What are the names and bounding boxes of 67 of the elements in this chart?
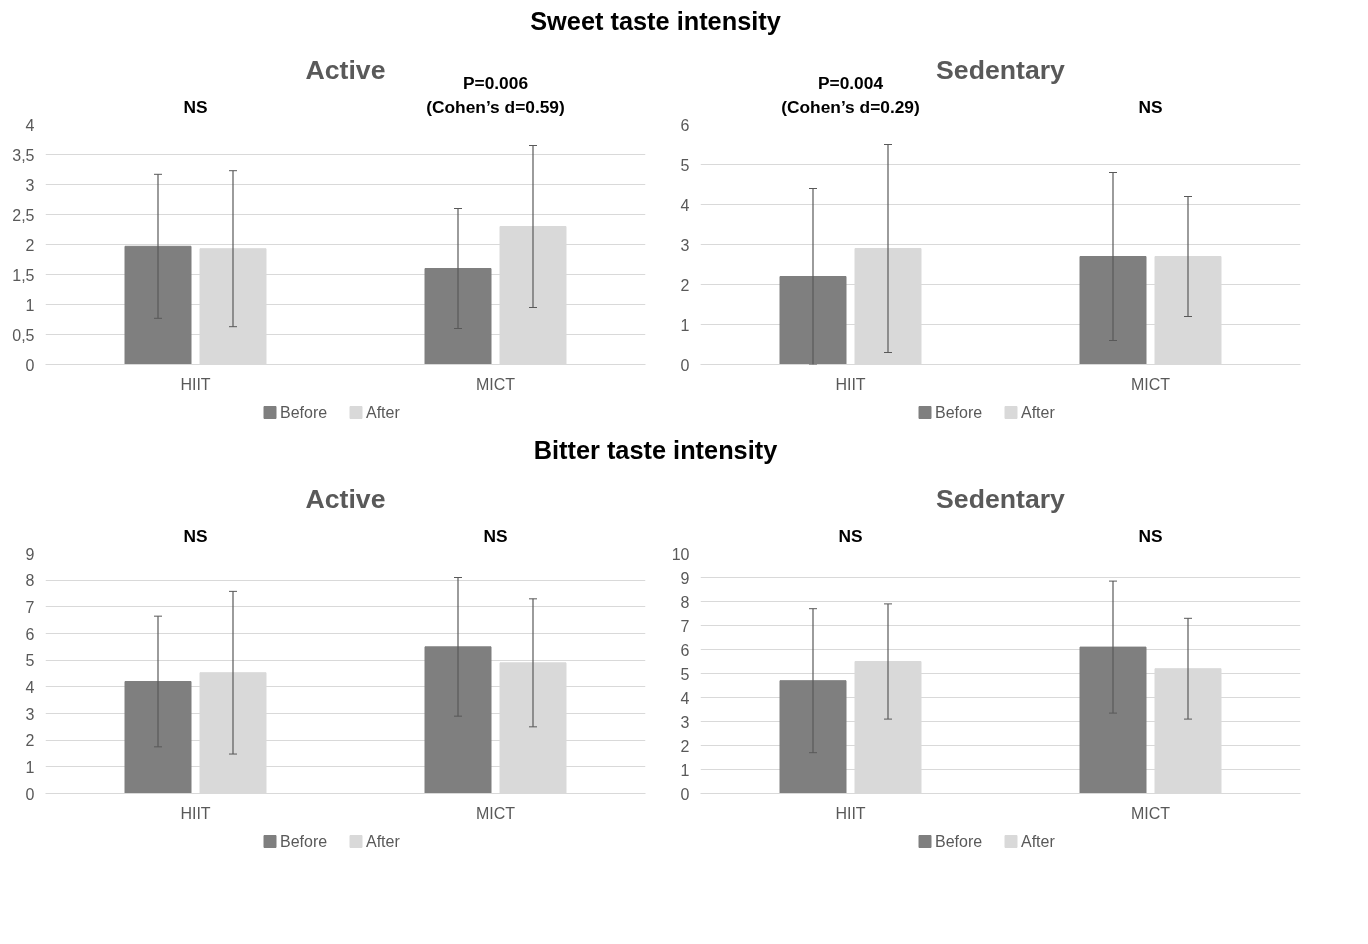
y-tick-label: 8 [680, 593, 690, 611]
y-tick-label: 1,5 [12, 266, 35, 284]
legend-label: After [366, 833, 401, 850]
x-tick-label: MICT [475, 375, 516, 393]
text: NS [838, 525, 863, 546]
y-tick-label: 9 [25, 545, 35, 563]
chart-title: Active [305, 484, 386, 515]
y-tick-label: 2 [25, 732, 35, 750]
y-tick-label: 3 [680, 713, 690, 731]
y-tick-label: 0 [25, 356, 35, 374]
y-tick-label: 3 [25, 176, 35, 194]
text: NS [1138, 525, 1163, 546]
legend-label: After [1021, 833, 1056, 850]
y-tick-label: 4 [680, 196, 690, 214]
y-tick-label: 2,5 [12, 206, 35, 224]
y-tick-label: 6 [25, 625, 35, 643]
y-tick-label: 4 [25, 116, 35, 134]
legend-label: Before [935, 404, 983, 421]
y-tick-label: 0 [680, 785, 690, 803]
x-tick-label: HIIT [180, 804, 211, 822]
y-tick-label: 1 [680, 316, 690, 334]
y-tick-label: 6 [680, 641, 690, 659]
text: NS [183, 96, 208, 117]
legend-label: Before [280, 404, 328, 421]
text: P=0.004 (Cohen’s d=0.29) [781, 72, 920, 117]
text: P=0.006 (Cohen’s d=0.59) [426, 72, 565, 117]
text: NS [183, 525, 208, 546]
x-tick-label: HIIT [835, 375, 866, 393]
x-tick-label: MICT [1130, 375, 1171, 393]
y-tick-label: 5 [680, 665, 690, 683]
x-tick-label: MICT [1130, 804, 1171, 822]
y-tick-label: 5 [680, 156, 690, 174]
text: NS [483, 525, 508, 546]
y-tick-label: 3,5 [12, 146, 35, 164]
y-tick-label: 10 [671, 545, 690, 563]
y-tick-label: 5 [25, 652, 35, 670]
text: Sweet taste intensity [530, 6, 781, 35]
y-tick-label: 0 [680, 356, 690, 374]
chart-title: Sedentary [936, 55, 1066, 86]
y-tick-label: 4 [25, 678, 35, 696]
text: NS [1138, 96, 1163, 117]
y-tick-label: 6 [680, 116, 690, 134]
y-tick-label: 2 [680, 737, 690, 755]
legend-label: Before [280, 833, 328, 850]
y-tick-label: 1 [25, 296, 35, 314]
legend-label: Before [935, 833, 983, 850]
y-tick-label: 7 [25, 598, 35, 616]
y-tick-label: 0 [25, 785, 35, 803]
y-tick-label: 2 [25, 236, 35, 254]
y-tick-label: 4 [680, 689, 690, 707]
y-tick-label: 2 [680, 276, 690, 294]
chart-title: Sedentary [936, 484, 1066, 515]
text: Bitter taste intensity [533, 435, 778, 464]
y-tick-label: 8 [25, 572, 35, 590]
x-tick-label: MICT [475, 804, 516, 822]
y-tick-label: 1 [680, 761, 690, 779]
chart-title: Active [305, 55, 386, 86]
legend-label: After [1021, 404, 1056, 421]
y-tick-label: 0,5 [12, 326, 35, 344]
y-tick-label: 3 [680, 236, 690, 254]
legend-label: After [366, 404, 401, 421]
y-tick-label: 3 [25, 705, 35, 723]
y-tick-label: 7 [680, 617, 690, 635]
y-tick-label: 9 [680, 569, 690, 587]
x-tick-label: HIIT [835, 804, 866, 822]
y-tick-label: 1 [25, 758, 35, 776]
x-tick-label: HIIT [180, 375, 211, 393]
